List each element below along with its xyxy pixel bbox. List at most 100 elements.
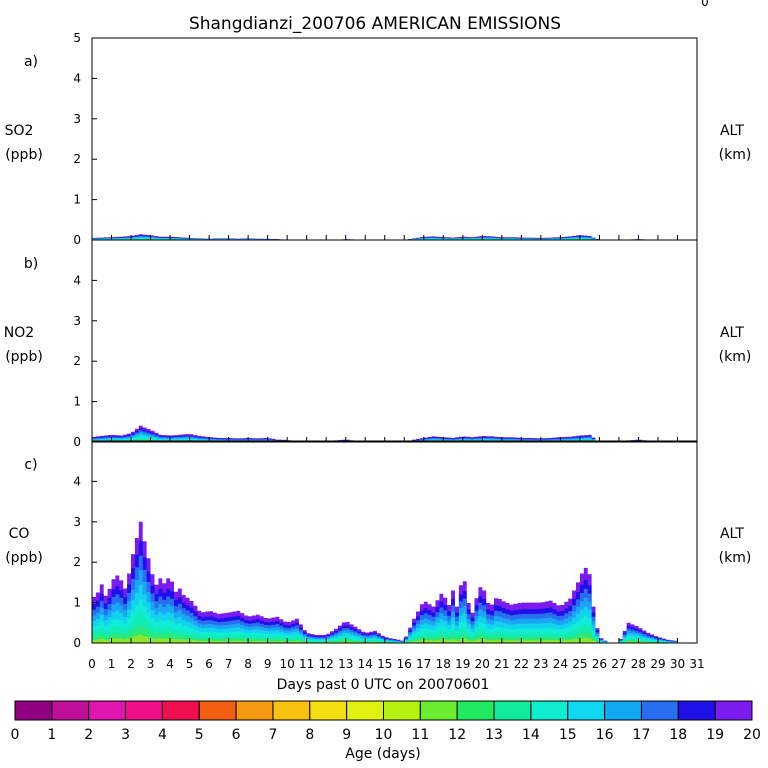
colorbar-cell (161, 700, 200, 721)
x-tick-label: 22 (514, 657, 529, 671)
colorbar-cell (14, 700, 53, 721)
colorbar-cell (456, 700, 495, 721)
unit-label: (ppb) (5, 147, 43, 163)
x-tick-label: 19 (455, 657, 470, 671)
age-layer-16 (92, 584, 678, 643)
species-label: CO (9, 526, 30, 542)
right-axis-unit: (km) (719, 147, 752, 163)
x-tick-label: 11 (299, 657, 314, 671)
x-tick-label: 29 (650, 657, 665, 671)
x-tick-label: 2 (127, 657, 135, 671)
colorbar-tick-label: 17 (633, 727, 651, 743)
y-tick-label: 4 (73, 474, 81, 488)
colorbar-cell (383, 700, 421, 721)
colorbar-tick-label: 14 (522, 727, 540, 743)
age-layer-14 (92, 612, 678, 643)
age-colorbar: 0 1 2 3 4 5 6 7 8 9 10 11 12 13 14 15 16 17 18 19 20 (11, 700, 761, 743)
x-tick-label: 13 (338, 657, 353, 671)
right-axis-label: ALT (720, 526, 744, 542)
colorbar-tick-label: 3 (121, 727, 130, 743)
colorbar-cell (51, 700, 90, 721)
x-tick-labels: 0 1 2 3 4 5 6 7 8 9 10 11 12 13 14 15 16 17 18 19 20 21 22 23 24… (88, 657, 704, 671)
y-tick-label: 1 (73, 395, 81, 409)
colorbar-tick-label: 0 (11, 727, 20, 743)
age-layer-18 (92, 430, 678, 442)
panel-so2: 0 1 2 3 4 5 a) SO2 (ppb) ALT (km) (5, 31, 752, 247)
age-layer-13 (92, 624, 678, 643)
right-axis-unit: (km) (719, 550, 752, 566)
colorbar-tick-label: 19 (706, 727, 724, 743)
y-tick-label: 0 (73, 636, 81, 650)
x-tick-label: 31 (689, 657, 704, 671)
x-tick-label: 28 (631, 657, 646, 671)
colorbar-label: Age (days) (345, 746, 421, 762)
colorbar-tick-label: 8 (305, 727, 314, 743)
colorbar-tick-label: 13 (485, 727, 503, 743)
colorbar-tick-label: 11 (411, 727, 429, 743)
colorbar-tick-label: 9 (342, 727, 351, 743)
colorbar-tick-label: 2 (84, 727, 93, 743)
y-tick-label: 5 (73, 31, 81, 45)
colorbar-cell (677, 700, 716, 721)
y-tick-label: 4 (73, 71, 81, 85)
colorbar-tick-label: 5 (195, 727, 204, 743)
colorbar-cell (640, 700, 679, 721)
colorbar-cell (346, 700, 384, 721)
age-layer-11 (92, 634, 678, 643)
x-tick-label: 1 (108, 657, 116, 671)
colorbar-tick-label: 6 (232, 727, 241, 743)
age-layer-15 (92, 599, 678, 643)
panel-frame (91, 37, 698, 241)
species-label: NO2 (4, 325, 34, 341)
colorbar-cell (272, 700, 311, 721)
colorbar-tick-label: 20 (743, 727, 761, 743)
x-axis-label: Days past 0 UTC on 20070601 (277, 677, 490, 693)
y-tick-label: 2 (73, 555, 81, 569)
x-tick-label: 0 (88, 657, 96, 671)
colorbar-cell (604, 700, 642, 721)
y-tick-label: 2 (73, 152, 81, 166)
x-tick-label: 25 (572, 657, 587, 671)
x-tick-label: 16 (397, 657, 412, 671)
x-tick-label: 3 (147, 657, 155, 671)
x-tick-label: 8 (244, 657, 252, 671)
y-tick-label: 4 (73, 273, 81, 287)
right-axis-label: ALT (720, 123, 744, 139)
colorbar-cell (714, 700, 753, 721)
colorbar-tick-label: 15 (559, 727, 577, 743)
x-tick-label: 18 (436, 657, 451, 671)
colorbar-cell (419, 700, 458, 721)
y-tick-label: 3 (73, 314, 81, 328)
panel-no2: 0 1 2 3 4 b) NO2 (ppb) ALT (km) (4, 239, 751, 449)
colorbar-tick-label: 4 (158, 727, 167, 743)
x-tick-label: 20 (475, 657, 490, 671)
panel-letter: c) (24, 457, 37, 473)
colorbar-cell (530, 700, 569, 721)
x-tick-label: 9 (264, 657, 272, 671)
colorbar-cell (309, 700, 348, 721)
unit-label: (ppb) (5, 349, 43, 365)
x-tick-label: 6 (205, 657, 213, 671)
x-tick-label: 14 (358, 657, 373, 671)
panel-co: 0 1 2 3 4 c) CO (ppb) ALT (km) (5, 440, 752, 650)
colorbar-cell (567, 700, 606, 721)
x-tick-label: 24 (553, 657, 568, 671)
x-tick-label: 7 (225, 657, 233, 671)
x-tick-label: 30 (670, 657, 685, 671)
x-tick-label: 10 (280, 657, 295, 671)
colorbar-tick-label: 18 (669, 727, 687, 743)
colorbar-tick-label: 16 (596, 727, 614, 743)
unit-label: (ppb) (5, 550, 43, 566)
colorbar-cell (493, 700, 532, 721)
chart-title: Shangdianzi_200706 AMERICAN EMISSIONS (189, 14, 561, 34)
corner-mark: 0 (701, 0, 709, 9)
x-tick-label: 4 (166, 657, 174, 671)
x-tick-label: 26 (592, 657, 607, 671)
colorbar-tick-label: 12 (448, 727, 466, 743)
y-tick-label: 2 (73, 354, 81, 368)
y-tick-label: 0 (73, 233, 81, 247)
panel-letter: a) (24, 54, 38, 70)
x-tick-label: 17 (416, 657, 431, 671)
x-tick-label: 5 (186, 657, 194, 671)
colorbar-cell (235, 700, 274, 721)
